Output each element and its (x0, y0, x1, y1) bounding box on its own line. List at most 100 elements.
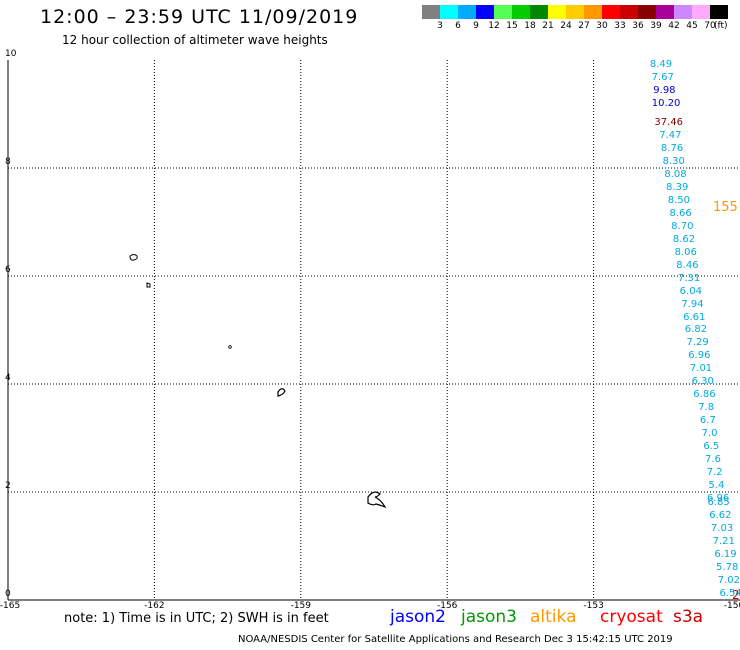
scale-swatch (692, 5, 710, 19)
map-title: 12:00 – 23:59 UTC 11/09/2019 (40, 6, 359, 28)
scale-unit: (ft) (714, 21, 728, 31)
scale-label: 9 (473, 21, 479, 31)
wave-height-label: 37.46 (654, 117, 683, 129)
island-outline (228, 345, 232, 349)
scale-label: 24 (560, 21, 572, 31)
wave-height-label: 6.96 (688, 350, 711, 362)
wave-height-label: 7.01 (689, 363, 713, 375)
wave-height-label: 7.94 (681, 298, 704, 310)
scale-swatch (710, 5, 728, 19)
mission-label-jason3: jason3 (461, 607, 517, 627)
scale-label: 27 (578, 21, 590, 31)
mission-label-s3a: s3a (673, 607, 704, 627)
wave-height-label: 10.20 (651, 97, 681, 109)
wave-height-label: 6.04 (679, 285, 702, 297)
wave-height-label: 8.50 (667, 194, 691, 206)
footer-credit: NOAA/NESDIS Center for Satellite Applica… (238, 634, 673, 645)
longitude-label: -150 (723, 601, 740, 611)
longitude-label: -153 (583, 601, 604, 611)
wave-height-label: 8.76 (660, 143, 684, 155)
wave-height-label: 7.0 (701, 428, 718, 440)
wave-height-label: 8.08 (664, 168, 687, 180)
wave-height-label: 5.78 (716, 562, 739, 574)
wave-height-label: 8.49 (649, 58, 673, 70)
latitude-label: 10 (5, 49, 17, 59)
scale-swatch (638, 5, 656, 19)
wave-height-label: 8.46 (676, 259, 699, 271)
latitude-label: 8 (5, 157, 11, 167)
scale-swatch (458, 5, 476, 19)
island-outlines (129, 254, 387, 509)
scale-swatch (494, 5, 512, 19)
wave-height-label: 7.47 (659, 130, 682, 142)
wave-height-label: 8.62 (672, 233, 696, 245)
latitude-label: 0 (5, 589, 11, 599)
wave-height-label: 6.96 (706, 492, 730, 504)
longitude-label: -165 (0, 601, 21, 611)
wave-height-label: 8.66 (669, 207, 692, 219)
wave-height-label: 6.62 (709, 510, 732, 522)
wave-height-label: 9.98 (653, 84, 676, 96)
scale-swatch (620, 5, 638, 19)
wave-height-label: 8.30 (662, 156, 685, 167)
scale-swatch (566, 5, 584, 19)
scale-label: 15 (506, 21, 518, 31)
scale-label: 6 (455, 21, 461, 31)
scale-label: 36 (632, 21, 644, 31)
scale-label: 70 (704, 21, 716, 31)
wave-height-label: 6.19 (714, 549, 737, 561)
latitude-label: 6 (5, 265, 11, 275)
map-grid (7, 60, 740, 601)
wave-height-label: 5.4 (708, 480, 725, 491)
scale-label: 18 (524, 21, 536, 31)
scale-label: 42 (668, 21, 680, 31)
wave-height-label: 6.85 (707, 497, 730, 509)
island-outline (367, 491, 387, 509)
scale-label: 45 (686, 21, 698, 31)
scale-swatch (602, 5, 620, 19)
wave-height-label: 8.70 (671, 220, 694, 232)
scale-label: 21 (542, 21, 554, 31)
wave-height-label: 6.86 (693, 389, 716, 401)
wave-height-label: 6.82 (684, 324, 708, 336)
wave-height-label: 7.8 (698, 402, 715, 414)
longitude-label: -156 (436, 601, 458, 611)
color-scale-labels: 3 6 9 12 15 18 21 24 27 30 33 36 39 42 45 70 (ft) (422, 21, 740, 33)
wave-height-label: 6.54 (719, 588, 740, 599)
scale-label: 3 (437, 21, 443, 31)
wave-height-label: 8.06 (674, 246, 697, 258)
wave-height-label: 7.29 (686, 337, 709, 349)
wave-height-label: 7.03 (710, 523, 734, 535)
latitude-label: 4 (5, 373, 11, 383)
wave-height-label: 8.39 (666, 181, 689, 193)
scale-label: 39 (650, 21, 662, 31)
mission-label-altika: altika (530, 607, 577, 627)
longitude-label: -159 (290, 601, 312, 611)
mission-label-cryosat: cryosat (600, 607, 663, 627)
scale-swatch (476, 5, 494, 19)
scale-swatch (512, 5, 530, 19)
wave-height-label: 6.61 (683, 311, 706, 323)
scale-label: 30 (596, 21, 608, 31)
wave-height-label: 7.31 (677, 272, 701, 284)
longitude-label: -162 (144, 601, 165, 611)
scale-swatch (674, 5, 692, 19)
wave-height-label: 7.6 (705, 454, 721, 466)
wave-height-label: 2 (732, 588, 740, 602)
scale-swatch (422, 5, 440, 19)
units-note: note: 1) Time is in UTC; 2) SWH is in fe… (64, 611, 329, 626)
wave-height-label: 6.7 (699, 415, 716, 427)
wave-height-label: 7.2 (706, 467, 723, 479)
wave-height-label: 6.5 (703, 441, 720, 453)
mission-label-jason2: jason2 (390, 607, 446, 627)
island-outline (277, 388, 286, 397)
map-subtitle: 12 hour collection of altimeter wave hei… (62, 33, 328, 47)
scale-swatch (584, 5, 602, 19)
scale-swatch (656, 5, 674, 19)
color-scale (422, 5, 728, 19)
wave-height-label: 7.02 (717, 575, 740, 587)
latitude-label: 2 (5, 481, 11, 491)
wave-height-label: 6.30 (691, 376, 714, 388)
scale-label: 12 (488, 21, 500, 31)
